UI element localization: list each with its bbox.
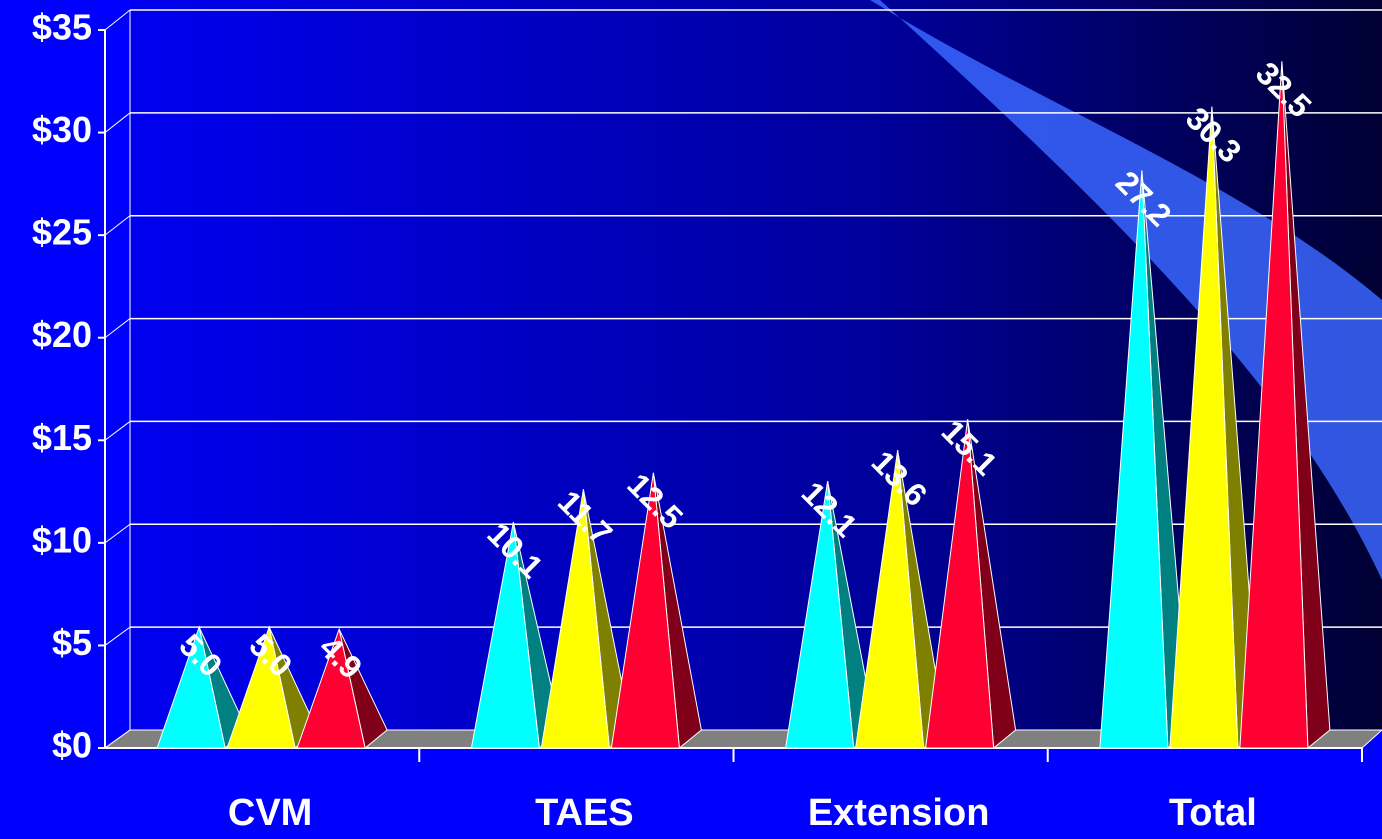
y-tick-label: $20	[32, 314, 92, 355]
y-tick-diag	[104, 215, 131, 236]
pyramid	[610, 472, 680, 749]
pyramid	[1099, 170, 1169, 749]
x-tick-label: Extension	[808, 792, 990, 834]
y-tick-label: $0	[52, 725, 92, 766]
y-tick-label: $35	[32, 7, 92, 48]
x-tick-label: CVM	[228, 792, 312, 834]
y-tick-diag	[104, 523, 131, 544]
y-tick-diag	[104, 318, 131, 339]
pyramid	[1169, 106, 1239, 749]
pyramid	[855, 450, 925, 749]
x-tick-label: Total	[1169, 792, 1257, 834]
y-tick-diag	[104, 729, 131, 749]
y-tick-label: $25	[32, 212, 92, 253]
y-tick-diag	[104, 9, 131, 31]
pyramid	[156, 625, 226, 749]
y-tick-label: $10	[32, 519, 92, 560]
pyramid	[925, 419, 995, 749]
y-tick-diag	[104, 112, 131, 133]
x-tick-label: TAES	[535, 792, 634, 834]
y-tick-diag	[104, 421, 131, 441]
y-tick-label: $5	[52, 622, 92, 663]
pyramid	[296, 627, 366, 749]
y-tick-diag	[104, 626, 131, 646]
pyramid	[540, 489, 610, 749]
y-tick-label: $30	[32, 109, 92, 150]
pyramid	[785, 481, 855, 749]
pyramid	[470, 522, 540, 749]
y-tick-label: $15	[32, 417, 92, 458]
pyramid	[226, 625, 296, 749]
pyramid	[1239, 61, 1309, 749]
